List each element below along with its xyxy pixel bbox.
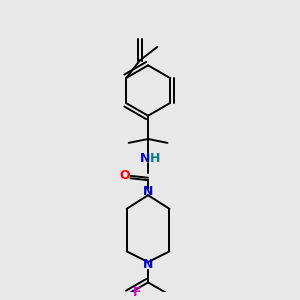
- Text: N: N: [143, 185, 153, 198]
- Text: N: N: [143, 259, 153, 272]
- Text: N: N: [140, 152, 150, 165]
- Text: F: F: [132, 286, 141, 298]
- Text: O: O: [119, 169, 130, 182]
- Text: H: H: [150, 152, 160, 165]
